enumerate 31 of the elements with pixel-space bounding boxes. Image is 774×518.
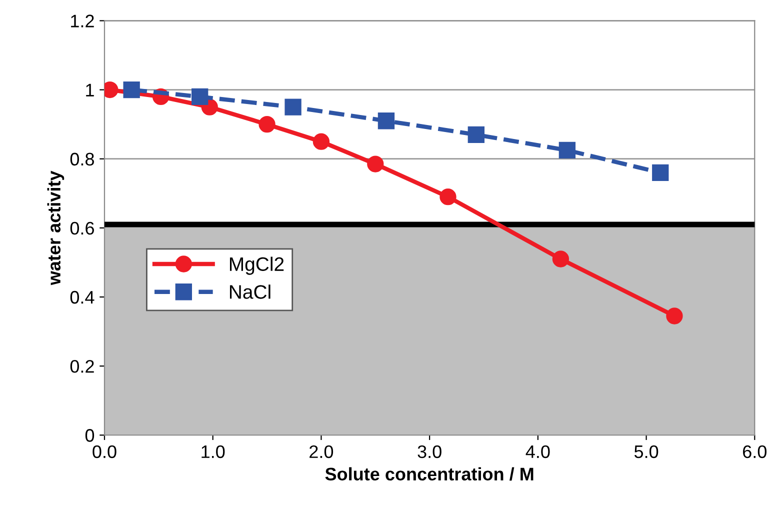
- x-tick-label: 2.0: [310, 445, 334, 458]
- x-tick-label: 1.0: [202, 445, 225, 458]
- point: [652, 164, 669, 181]
- point: [552, 250, 570, 268]
- x-tick-label: 0.0: [92, 445, 116, 458]
- point: [468, 126, 484, 144]
- y-tick-label: 1: [86, 84, 94, 96]
- legend-label: NaCl: [230, 284, 270, 299]
- point: [666, 308, 683, 324]
- y-tick-label: 0.6: [70, 222, 94, 235]
- y-tick-label: 0: [85, 429, 94, 442]
- x-tick-label: 5.0: [634, 445, 658, 458]
- point: [378, 112, 395, 130]
- x-axis-title: Solute concentration / M: [325, 467, 534, 481]
- y-axis-title: water activity: [47, 170, 64, 286]
- point: [312, 133, 330, 150]
- point: [192, 88, 208, 106]
- y-tick-label: 0.8: [70, 152, 94, 166]
- point: [558, 142, 576, 159]
- x-tick-label: 6.0: [743, 445, 766, 458]
- x-tick-label: 3.0: [418, 445, 442, 458]
- x-tick-label: 4.0: [526, 445, 550, 458]
- point: [258, 116, 276, 133]
- legend-label: MgCl2: [230, 256, 284, 275]
- y-tick-label: 1.2: [71, 14, 94, 28]
- point: [367, 156, 384, 172]
- y-tick-label: 0.2: [70, 360, 94, 373]
- y-tick-label: 0.4: [70, 290, 94, 304]
- point: [440, 188, 456, 206]
- point: [123, 81, 140, 98]
- point: [284, 98, 302, 116]
